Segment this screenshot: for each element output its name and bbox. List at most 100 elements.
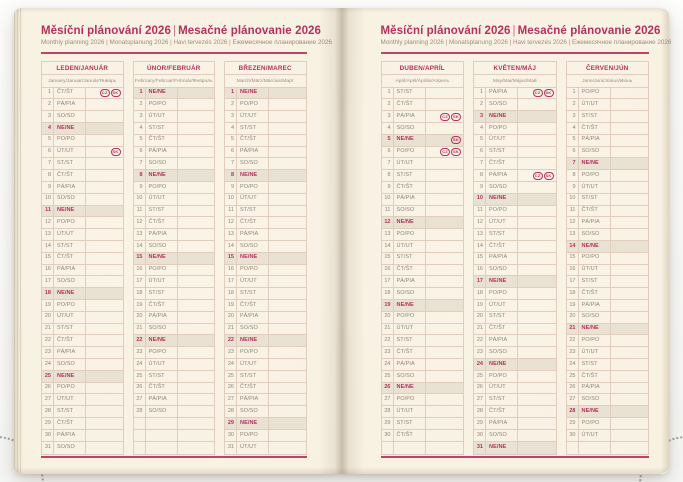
notes-cell — [178, 276, 215, 287]
calendar-row: 20 ST/ST — [474, 311, 556, 324]
day-number: 22 — [42, 335, 54, 347]
calendar-row: 24 ST/ST — [566, 359, 649, 371]
day-number: 23 — [225, 347, 237, 359]
calendar-row: 23 PO/PO — [133, 347, 214, 360]
calendar-row: 15 PO/PO — [566, 252, 648, 265]
day-number: 13 — [134, 229, 146, 240]
day-abbreviation: NE/NE — [237, 252, 269, 264]
day-abbreviation — [394, 441, 426, 454]
day-number: 1 — [474, 87, 486, 99]
day-number: 3 — [382, 111, 394, 122]
day-number: 26 — [382, 382, 394, 394]
day-abbreviation: ÚT/UT — [394, 323, 426, 335]
holiday-badge-cz-icon: CZ — [440, 112, 451, 121]
day-abbreviation: ST/ST — [486, 229, 518, 240]
day-abbreviation: ČT/ŠT — [146, 217, 178, 229]
day-number — [134, 429, 146, 441]
page-title: Měsíční plánování 2026 | Mesačné plánovani… — [41, 25, 321, 38]
notes-cell — [426, 383, 464, 394]
day-number: 21 — [382, 323, 394, 335]
day-number: 26 — [474, 382, 486, 394]
notes-cell — [86, 359, 123, 370]
day-abbreviation: ÚT/UT — [394, 406, 426, 418]
day-abbreviation: PÁ/PIA — [54, 264, 86, 276]
calendar-row: 16 PO/PO — [225, 264, 306, 277]
notes-cell — [178, 182, 215, 193]
calendar-row: 22 NE/NE — [225, 335, 306, 348]
notes-cell — [269, 206, 306, 217]
day-number: 31 — [42, 441, 54, 454]
day-abbreviation: NE/NE — [394, 134, 426, 146]
calendar-row: 24 PÁ/PIA — [381, 359, 463, 371]
notes-cell — [86, 182, 123, 193]
notes-cell — [269, 88, 306, 99]
calendar-row: 19 ÚT/UT — [474, 300, 556, 312]
day-abbreviation: ČT/ŠT — [146, 300, 178, 311]
month-column: LEDEN/JANUÁR January/Januar/Január/Январь… — [41, 60, 124, 455]
calendar-row: 28 SO/SO — [133, 406, 214, 419]
day-number: 21 — [225, 323, 237, 335]
day-abbreviation: SO/SO — [579, 229, 611, 240]
day-abbreviation: ST/ST — [394, 87, 426, 99]
day-number: 26 — [134, 382, 146, 394]
month-rows: 1 NE/NE 2 PO/PO 3 ÚT/UT 4 ST/ST 5 ČT/ŠT 6 PÁ/PIA 7 SO… — [133, 87, 215, 454]
calendar-row: 23 ÚT/UT — [566, 347, 648, 360]
calendar-row: 13 SO/SO — [566, 229, 648, 241]
month-column: BŘEZEN/MAREC March/März/Március/Март 1 NE/N… — [224, 60, 307, 455]
notes-cell — [611, 276, 649, 287]
header-rule — [41, 52, 307, 54]
day-number: 30 — [225, 429, 237, 441]
day-number: 23 — [567, 347, 579, 359]
day-abbreviation: ČT/ŠT — [486, 158, 518, 170]
day-number: 26 — [225, 382, 237, 394]
notes-cell — [426, 229, 464, 240]
notes-cell — [269, 394, 306, 405]
calendar-row: 27 SO/SO — [566, 394, 648, 407]
notes-cell — [269, 229, 306, 240]
notes-cell — [86, 406, 123, 417]
day-number: 4 — [225, 122, 237, 134]
notes-cell — [518, 394, 556, 405]
notes-cell — [426, 253, 464, 264]
notes-cell — [269, 347, 306, 358]
day-abbreviation: PÁ/PIA — [394, 359, 426, 370]
calendar-row: 14 ČT/ŠT — [474, 240, 556, 253]
day-abbreviation: SO/SO — [486, 99, 518, 111]
calendar-row: 10 ST/ST — [566, 193, 648, 206]
day-number: 14 — [474, 240, 486, 252]
notes-cell — [518, 265, 556, 276]
notes-cell — [426, 371, 464, 382]
day-abbreviation: PÁ/PIA — [394, 111, 426, 122]
notes-cell — [86, 206, 123, 217]
day-number: 27 — [42, 394, 54, 406]
calendar-row: 5 ÚT/UT — [474, 134, 556, 147]
day-number: 20 — [134, 311, 146, 323]
day-number: 4 — [42, 122, 54, 134]
notes-cell — [611, 359, 649, 370]
calendar-row: 2 ČT/ŠT — [381, 99, 463, 112]
day-abbreviation: PO/PO — [237, 264, 269, 276]
day-number: 29 — [382, 418, 394, 429]
title-separator: | — [512, 25, 516, 37]
day-number: 28 — [474, 406, 486, 418]
calendar-row-empty — [567, 441, 649, 454]
day-number: 27 — [225, 394, 237, 406]
calendar-row: 13 PÁ/PIA — [133, 229, 214, 241]
month-rows: 1 ST/ST 2 ČT/ŠT 3 PÁ/PIA CZ SK 4 SO/SO 5 NE/NE SK 6 PO… — [381, 87, 464, 454]
calendar-row: 3 ÚT/UT — [225, 111, 306, 123]
day-number: 7 — [42, 158, 54, 170]
day-number: 25 — [382, 370, 394, 382]
holiday-badge-sk-icon: SK — [110, 88, 121, 97]
month-column: ČERVEN/JÚN June/Juni/Június/Июнь 1 PO/PO 2 ÚT… — [565, 60, 649, 455]
notes-cell — [86, 383, 123, 394]
day-number: 1 — [567, 87, 579, 99]
notes-cell — [269, 335, 306, 346]
day-abbreviation: SO/SO — [579, 394, 611, 406]
day-abbreviation: PO/PO — [146, 99, 178, 111]
notes-cell — [178, 88, 215, 99]
day-number: 15 — [42, 252, 54, 264]
day-number: 10 — [42, 193, 54, 205]
notes-cell — [518, 288, 556, 299]
day-number: 12 — [42, 217, 54, 229]
notes-cell — [269, 359, 306, 370]
